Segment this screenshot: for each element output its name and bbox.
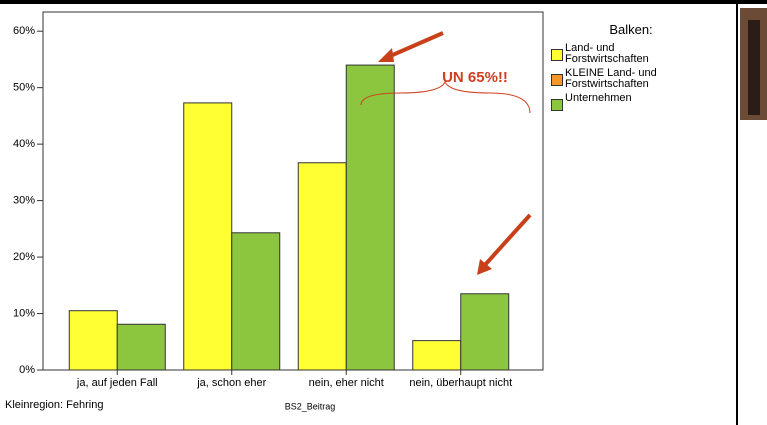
arrow (482, 213, 532, 268)
y-tick-label: 50% (13, 82, 35, 94)
bar (68, 310, 118, 371)
y-tick-label: 40% (13, 138, 35, 150)
annotation: UN 65%!! (442, 69, 508, 86)
right-border (736, 4, 738, 425)
x-tick-label: ja, auf jeden Fall (76, 377, 158, 389)
y-tick-label: 30% (13, 195, 35, 207)
x-tick-label: nein, überhaupt nicht (409, 377, 512, 389)
bar (460, 293, 510, 371)
y-tick-label: 10% (13, 307, 35, 319)
x-axis-label: BS2_Beitrag (285, 401, 336, 411)
y-tick-label: 60% (13, 25, 35, 37)
arrow-head (477, 259, 492, 275)
x-tick-label: ja, schon eher (196, 377, 266, 389)
bar (297, 162, 347, 371)
y-tick-label: 20% (13, 251, 35, 263)
photo-detail (748, 20, 760, 115)
top-border (0, 0, 767, 4)
bar (231, 232, 281, 371)
bar (183, 102, 233, 371)
legend: Balken: Land- und Forstwirtschaften KLEIN… (551, 22, 681, 114)
x-tick-label: nein, eher nicht (309, 377, 384, 389)
arrow (387, 31, 444, 59)
legend-label: Unternehmen (565, 92, 632, 104)
legend-swatch (551, 99, 563, 111)
legend-item: Unternehmen (551, 93, 681, 111)
legend-item: Land- und Forstwirtschaften (551, 43, 681, 65)
legend-title: Balken: (609, 22, 653, 37)
legend-swatch (551, 49, 563, 61)
y-tick-label: 0% (19, 364, 35, 376)
arrow-head (378, 48, 394, 62)
bar (116, 323, 166, 371)
plot-area (42, 11, 544, 371)
legend-label: KLEINE Land- und Forstwirtschaften (565, 67, 657, 90)
legend-swatch (551, 74, 563, 86)
bar (345, 64, 395, 371)
footnote: Kleinregion: Fehring (5, 399, 103, 411)
brace (360, 80, 531, 114)
bar (412, 340, 462, 371)
legend-item: KLEINE Land- und Forstwirtschaften (551, 68, 681, 90)
legend-label: Land- und Forstwirtschaften (565, 42, 649, 65)
